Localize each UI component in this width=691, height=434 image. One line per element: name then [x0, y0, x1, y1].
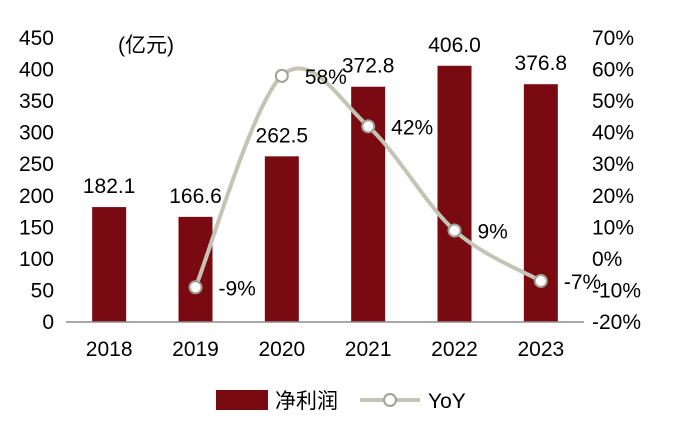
bar-series: 182.1 166.6 262.5 372.8 406.0 376.8: [83, 34, 568, 323]
yoy-value-label: -9%: [219, 277, 256, 300]
left-tick-label: 400: [19, 59, 54, 82]
right-tick-label: -20%: [592, 311, 641, 334]
yoy-line: [193, 66, 542, 289]
left-tick-label: 200: [19, 185, 54, 208]
right-tick-label: 50%: [592, 90, 634, 113]
left-tick-label: 150: [19, 216, 54, 239]
yoy-value-label: 42%: [391, 116, 433, 139]
yoy-marker: [447, 223, 462, 238]
legend-swatch-bar: [216, 390, 268, 410]
right-tick-label: 30%: [592, 153, 634, 176]
right-axis: -20% -10% 0% 10% 20% 30% 40% 50% 60% 70%: [592, 27, 641, 334]
left-tick-label: 250: [19, 153, 54, 176]
legend-label-bar: 净利润: [275, 390, 338, 413]
legend: 净利润 YoY: [216, 390, 466, 413]
right-tick-label: 20%: [592, 185, 634, 208]
line-series: -9% 58% 42% 9% -7%: [188, 66, 601, 300]
bar: [92, 207, 127, 322]
yoy-value-label: 9%: [478, 220, 508, 243]
left-axis: 0 50 100 150 200 250 300 350 400 450: [19, 27, 54, 334]
right-tick-label: 60%: [592, 59, 634, 82]
legend-marker-line: [383, 393, 397, 407]
yoy-marker: [188, 280, 203, 295]
left-tick-label: 100: [19, 248, 54, 271]
bar-value-label: 406.0: [428, 34, 481, 57]
right-tick-label: 70%: [592, 27, 634, 50]
bar-value-label: 182.1: [83, 175, 136, 198]
x-tick-label: 2020: [258, 338, 305, 361]
right-tick-label: 40%: [592, 122, 634, 145]
unit-label: (亿元): [118, 34, 174, 57]
yoy-value-label: -7%: [564, 271, 601, 294]
bar: [437, 65, 472, 322]
right-tick-label: 10%: [592, 216, 634, 239]
x-axis: 2018 2019 2020 2021 2022 2023: [66, 321, 584, 361]
left-tick-label: 350: [19, 90, 54, 113]
yoy-marker: [274, 68, 289, 83]
bar-value-label: 166.6: [169, 185, 222, 208]
right-tick-label: -10%: [592, 279, 641, 302]
x-tick-label: 2021: [345, 338, 392, 361]
bar-value-label: 376.8: [515, 52, 568, 75]
left-tick-label: 50: [31, 279, 54, 302]
yoy-value-label: 58%: [305, 66, 347, 89]
bar-value-label: 262.5: [256, 124, 309, 147]
left-tick-label: 450: [19, 27, 54, 50]
left-tick-label: 300: [19, 122, 54, 145]
right-tick-label: 0%: [592, 248, 622, 271]
left-tick-label: 0: [42, 311, 54, 334]
legend-label-line: YoY: [428, 390, 466, 413]
x-tick-label: 2018: [86, 338, 133, 361]
bar-value-label: 372.8: [342, 55, 395, 78]
yoy-marker: [361, 119, 376, 134]
x-tick-label: 2019: [172, 338, 219, 361]
x-tick-label: 2023: [517, 338, 564, 361]
bar: [264, 156, 299, 322]
bar: [178, 216, 213, 322]
x-tick-label: 2022: [431, 338, 478, 361]
yoy-marker: [533, 273, 548, 288]
